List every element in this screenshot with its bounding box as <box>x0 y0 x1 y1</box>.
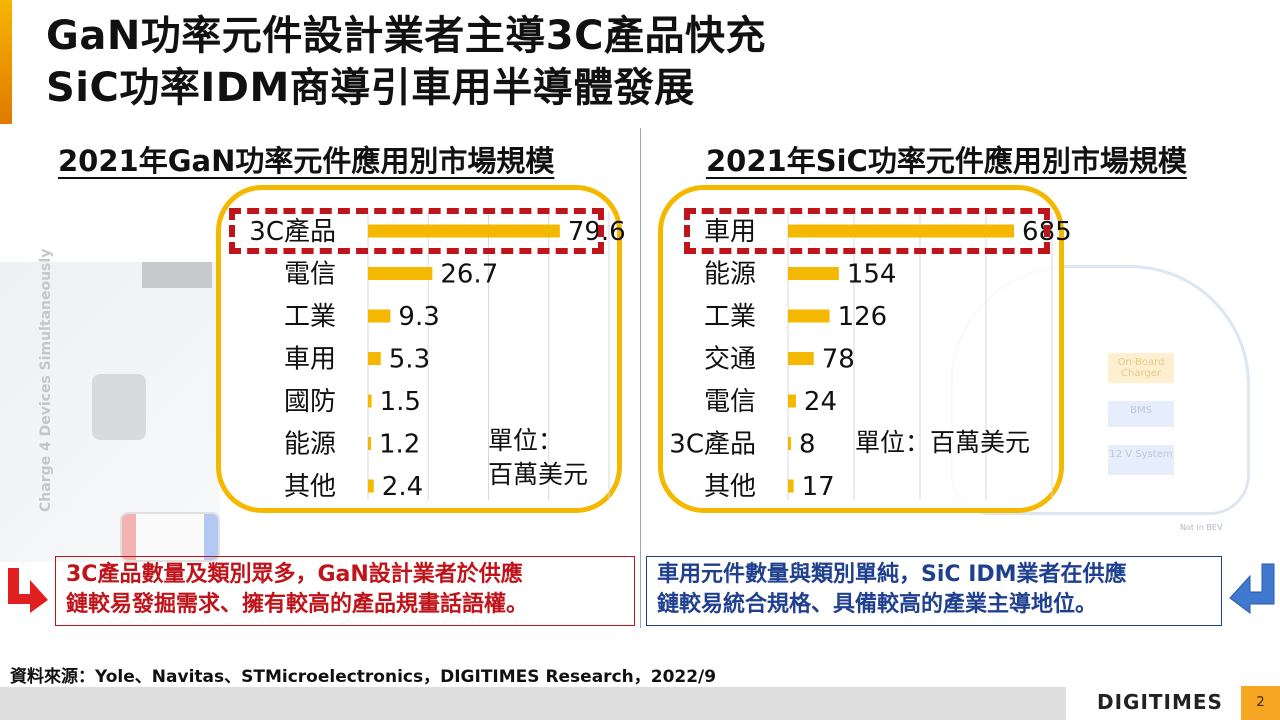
gan-note-box: 3C產品數量及類別眾多，GaN設計業者於供應 鏈較易發掘需求、擁有較高的產品規畫… <box>55 556 635 626</box>
slide-title-line2: SiC功率IDM商導引車用半導體發展 <box>46 65 695 111</box>
sic-value-label: 8 <box>799 430 816 460</box>
red-arrow-icon <box>8 568 48 613</box>
gan-category-label: 能源 <box>284 430 336 460</box>
gan-value-label: 1.5 <box>380 387 421 417</box>
gan-note-line2: 鏈較易發掘需求、擁有較高的產品規畫話語權。 <box>66 592 529 617</box>
sic-bar <box>788 437 791 450</box>
sic-bar <box>788 224 1015 238</box>
gan-bar <box>368 224 560 238</box>
gan-bar <box>368 394 372 408</box>
game-console-image <box>120 512 220 562</box>
bms-box: BMS <box>1108 401 1174 427</box>
sic-bar <box>788 479 794 493</box>
sic-category-label: 3C產品 <box>669 430 756 460</box>
right-chart-title: 2021年SiC功率元件應用別市場規模 <box>706 144 1187 178</box>
gan-bar <box>368 309 391 323</box>
sic-category-label: 工業 <box>704 302 756 332</box>
car-background-image: On-Board Charger BMS 12 V System Not in … <box>950 255 1260 555</box>
gan-category-label: 3C產品 <box>249 217 336 247</box>
footer-bar <box>0 687 1066 720</box>
slide-title: GaN功率元件設計業者主導3C產品快充 SiC功率IDM商導引車用半導體發展 <box>46 10 766 114</box>
sic-value-label: 78 <box>822 345 855 375</box>
gan-value-label: 5.3 <box>389 345 430 375</box>
gan-value-label: 1.2 <box>379 430 420 460</box>
sic-note-line1: 車用元件數量與類別單純，SiC IDM業者在供應 <box>657 562 1127 587</box>
sic-note-line2: 鏈較易統合規格、具備較高的產業主導地位。 <box>657 592 1098 617</box>
gan-category-label: 其他 <box>284 472 336 502</box>
blue-arrow-icon <box>1229 563 1275 614</box>
gan-note-line1: 3C產品數量及類別眾多，GaN設計業者於供應 <box>66 562 523 587</box>
sic-value-label: 24 <box>804 387 837 417</box>
sic-note-box: 車用元件數量與類別單純，SiC IDM業者在供應 鏈較易統合規格、具備較高的產業… <box>646 556 1222 626</box>
sic-bar <box>788 309 830 323</box>
sic-value-label: 154 <box>847 260 897 290</box>
page-number: 2 <box>1241 686 1280 720</box>
gan-category-label: 國防 <box>284 387 336 417</box>
12v-system-box: 12 V System <box>1108 445 1174 475</box>
car-legend-note: Not in BEV <box>1180 523 1223 532</box>
gan-value-label: 79.6 <box>568 217 626 247</box>
gan-value-label: 2.4 <box>382 472 423 502</box>
charger-background-image: Charge 4 Devices Simultaneously <box>0 249 220 562</box>
onboard-charger-box: On-Board Charger <box>1108 353 1174 383</box>
sic-value-label: 17 <box>802 472 835 502</box>
gan-bar <box>368 267 433 280</box>
gan-unit-label: 單位： 百萬美元 <box>488 424 588 492</box>
sic-category-label: 其他 <box>704 472 756 502</box>
sic-chart-panel <box>658 185 1064 513</box>
charger-device-image <box>92 374 146 440</box>
gan-highlight-box <box>229 208 604 254</box>
gan-bar <box>368 352 381 365</box>
gan-category-label: 工業 <box>284 302 336 332</box>
gan-category-label: 車用 <box>284 345 336 375</box>
gan-unit-line1: 單位： <box>488 426 564 455</box>
gan-value-label: 9.3 <box>398 302 439 332</box>
sic-bar <box>788 267 839 280</box>
sic-highlight-box <box>684 208 1050 254</box>
sic-category-label: 車用 <box>704 217 756 247</box>
sic-category-label: 能源 <box>704 260 756 290</box>
slide-title-line1: GaN功率元件設計業者主導3C產品快充 <box>46 13 766 59</box>
source-note: 資料來源：Yole、Navitas、STMicroelectronics，DIG… <box>10 667 717 687</box>
gan-bar-chart: 3C產品 79.6 電信 26.7 工業 9.3 車用 5.3 國防 1.5 能源 1.2 其他 2.4 <box>249 212 626 502</box>
digitimes-logo: DIGITIMES <box>1097 690 1223 714</box>
left-chart-title: 2021年GaN功率元件應用別市場規模 <box>58 144 555 178</box>
gan-bar <box>368 437 371 450</box>
gan-category-label: 電信 <box>284 260 336 290</box>
gan-value-label: 26.7 <box>440 260 498 290</box>
gan-unit-line2: 百萬美元 <box>488 460 589 489</box>
sic-bar <box>788 352 814 365</box>
phone-image <box>142 262 212 288</box>
title-accent-bar <box>0 0 12 124</box>
panel-divider <box>640 128 641 628</box>
gan-bars: 3C產品 79.6 電信 26.7 工業 9.3 車用 5.3 國防 1.5 能源 1.2 其他 2.4 <box>249 217 625 502</box>
sic-bar <box>788 394 796 408</box>
gan-chart-panel <box>216 185 622 513</box>
sic-category-label: 交通 <box>704 345 756 375</box>
gan-bar <box>368 479 374 493</box>
sic-unit-label: 單位：百萬美元 <box>855 428 1031 457</box>
sic-category-label: 電信 <box>704 387 756 417</box>
sic-value-label: 126 <box>838 302 888 332</box>
